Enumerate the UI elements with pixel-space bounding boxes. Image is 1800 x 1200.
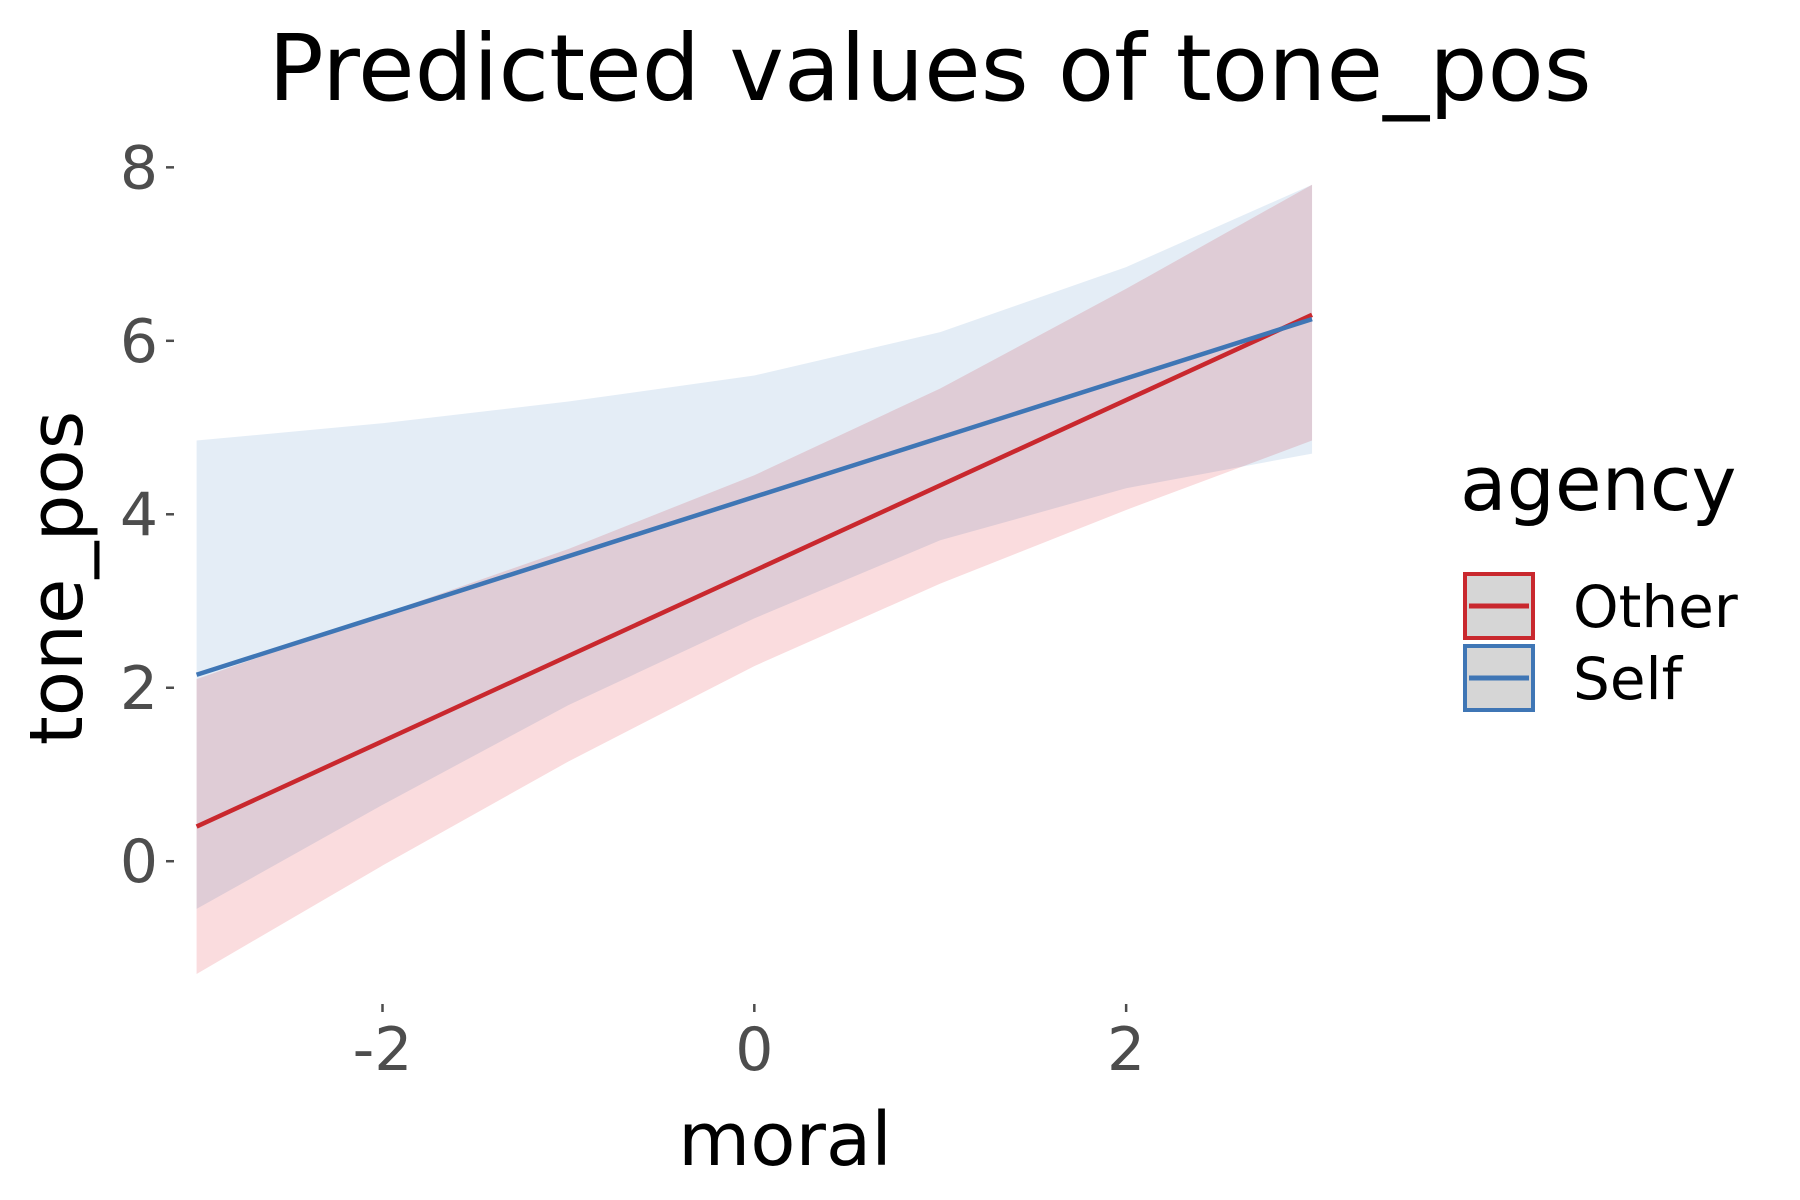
- series-line-other: [195, 312, 1313, 829]
- x-axis-title: moral: [678, 1097, 892, 1183]
- legend-key-self: Self: [1463, 644, 1684, 713]
- series-lines: [195, 312, 1313, 829]
- y-tick-label: 2: [120, 654, 158, 724]
- chart-title: Predicted values of tone_pos: [268, 15, 1591, 122]
- x-axis: -2 0 2: [353, 1004, 1145, 1085]
- legend-title: agency: [1460, 439, 1737, 528]
- x-tick-label: -2: [353, 1015, 413, 1085]
- legend-key-other: Other: [1463, 572, 1738, 641]
- y-axis-title: tone_pos: [14, 411, 100, 746]
- y-axis: 0 2 4 6 8: [120, 133, 174, 897]
- y-tick-label: 8: [120, 133, 158, 203]
- confidence-band-self: [196, 184, 1313, 909]
- y-tick-label: 4: [120, 480, 158, 550]
- confidence-bands: [196, 184, 1313, 974]
- legend-label: Other: [1573, 573, 1738, 641]
- plot-area: [195, 184, 1313, 974]
- legend-label: Self: [1573, 645, 1684, 713]
- series-line-self: [195, 316, 1313, 677]
- y-tick-label: 6: [120, 307, 158, 377]
- x-tick-label: 0: [735, 1015, 773, 1085]
- y-tick-label: 0: [120, 827, 158, 897]
- x-tick-label: 2: [1107, 1015, 1145, 1085]
